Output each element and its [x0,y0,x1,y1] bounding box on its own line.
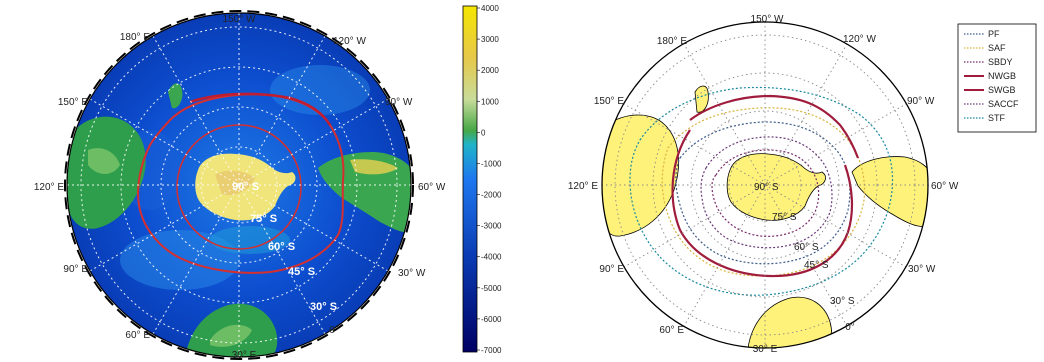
colorbar-tick-label: 3000 [481,35,499,44]
colorbar-tick-label: 4000 [481,4,499,13]
legend-box [957,23,1037,133]
colorbar-tick-label: -7000 [481,346,502,355]
right-lon-90e: 90° E [599,264,624,275]
right-lon-120e: 120° E [568,181,598,192]
colorbar-tick-label: -1000 [481,159,502,168]
left-lon-120e: 120° E [34,182,64,193]
left-lat-75s: 75° S [250,213,277,225]
left-lon-30w: 30° W [398,268,426,279]
colorbar-tick-label: -6000 [481,315,502,324]
bathymetry-map: 150° W 120° W 90° W 60° W 30° W 0° 30° E… [34,10,446,361]
left-lat-45s: 45° S [288,266,315,278]
colorbar-tick-label: -4000 [481,253,502,262]
left-lon-0: 0° [329,325,339,336]
front-nwgb [689,94,860,159]
left-lat-60s: 60° S [268,241,295,253]
left-lat-90s: 90° S [232,181,259,193]
fronts-legend: PF SAF SBDY NWGB SWGB SACCF STF [957,23,1037,133]
left-lon-90w: 90° W [385,97,413,108]
left-lon-60w: 60° W [418,182,446,193]
front-sbdy [711,149,820,237]
colorbar-ramp [462,5,478,353]
front-pf [675,121,851,265]
left-lon-60e: 60° E [125,330,150,341]
colorbar-tick-label: -3000 [481,222,502,231]
right-fronts [629,86,894,296]
right-lat-90s: 90° S [754,182,779,193]
legend-label-saccf: SACCF [988,99,1019,109]
right-lon-0: 0° [845,322,855,333]
right-lat-75s: 75° S [772,212,797,223]
colorbar-tick-label: 2000 [481,66,499,75]
left-front-north [189,92,332,126]
fronts-map: 150° W 120° W 90° W 60° W 30° W 0° 30° E… [568,14,959,355]
left-lon-150w: 150° W [223,14,256,25]
right-lon-60e: 60° E [659,325,684,336]
depth-colorbar: 4000 3000 2000 1000 0 -1000 -2000 -3000 -4000 -50… [462,4,502,355]
right-lon-60w: 60° W [931,181,959,192]
left-graticule [67,13,411,357]
right-lon-120w: 120° W [843,34,876,45]
front-swgb [671,129,854,278]
right-lon-180e: 180° E [657,36,687,47]
legend-label-sbdy: SBDY [988,57,1013,67]
legend-label-stf: STF [988,113,1006,123]
colorbar-tick-label: 1000 [481,97,499,106]
left-lon-180e: 180° E [120,32,150,43]
right-lon-90w: 90° W [907,96,935,107]
legend-label-swgb: SWGB [988,85,1016,95]
right-lat-60s: 60° S [794,242,819,253]
left-lon-30e: 30° E [232,350,257,361]
front-stf [629,86,894,296]
right-lat-30s: 30° S [830,296,855,307]
legend-label-pf: PF [988,29,1000,39]
legend-label-nwgb: NWGB [988,71,1016,81]
colorbar-tick-label: -5000 [481,284,502,293]
right-lon-150e: 150° E [594,96,624,107]
right-lat-45s: 45° S [804,260,829,271]
left-lon-150e: 150° E [58,97,88,108]
colorbar-tick-label: -2000 [481,191,502,200]
left-lon-120w: 120° W [333,36,366,47]
colorbar-tick-label: 0 [481,128,486,137]
left-lat-30s: 30° S [310,301,337,313]
right-graticule [602,22,928,348]
legend-label-saf: SAF [988,43,1006,53]
right-lon-30w: 30° W [908,264,936,275]
left-lon-90e: 90° E [63,264,88,275]
right-lon-150w: 150° W [751,14,784,25]
right-lon-30e: 30° E [753,344,778,355]
